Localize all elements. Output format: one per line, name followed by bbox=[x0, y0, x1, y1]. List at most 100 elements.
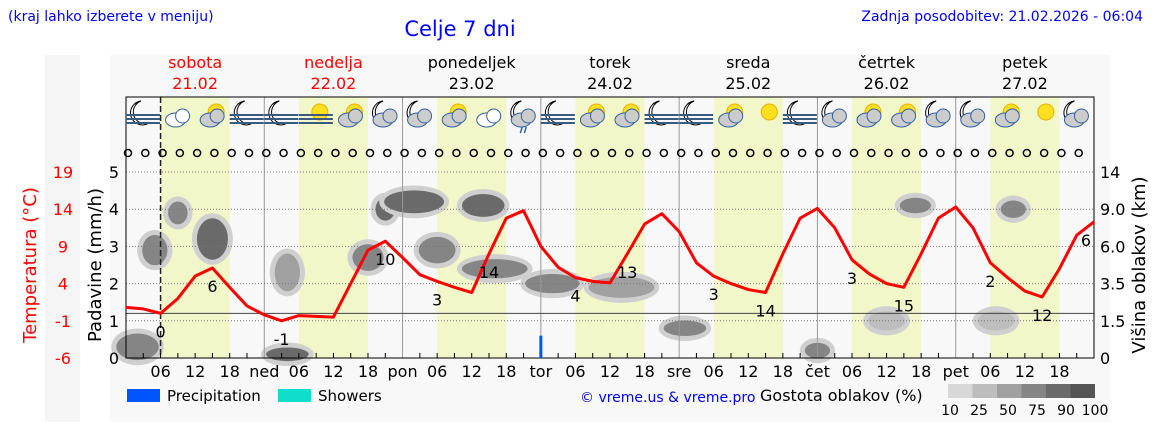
wind-calm-icon bbox=[590, 148, 599, 158]
temperature-extreme-label: -1 bbox=[274, 330, 290, 349]
cloud-density-area bbox=[142, 234, 168, 266]
sun-icon bbox=[1037, 103, 1055, 121]
hour-tick-label: 06 bbox=[289, 362, 309, 381]
precip-axis-tick: 0 bbox=[109, 349, 119, 368]
day-name: torek bbox=[589, 53, 631, 72]
moon-cloud-icon bbox=[1063, 100, 1089, 128]
density-swatch bbox=[997, 384, 1022, 398]
sun-icon bbox=[760, 103, 778, 121]
cloud-icon bbox=[486, 108, 502, 124]
temperature-extreme-label: 0 bbox=[155, 322, 165, 341]
sun-cloud-icon bbox=[337, 103, 363, 128]
location-hint[interactable]: (kraj lahko izberete v meniju) bbox=[8, 9, 214, 25]
temp-axis-tick: 9 bbox=[58, 237, 68, 256]
sun-cloud-icon bbox=[718, 103, 744, 128]
wind-calm-icon bbox=[607, 148, 617, 158]
wind-calm-icon bbox=[711, 148, 720, 158]
moon-rain-icon bbox=[510, 100, 536, 134]
temperature-extreme-label: 6 bbox=[207, 277, 217, 296]
wind-calm-icon bbox=[1022, 148, 1032, 158]
density-level-label: 75 bbox=[1028, 403, 1046, 419]
density-swatch bbox=[972, 384, 997, 398]
left-panel-bg bbox=[45, 55, 80, 422]
hour-tick-label: 12 bbox=[600, 362, 620, 381]
temperature-extreme-label: 4 bbox=[570, 287, 580, 306]
wind-calm-icon bbox=[988, 148, 997, 158]
day-short-label: pet bbox=[943, 362, 969, 381]
cloud-icon bbox=[382, 108, 398, 124]
wind-calm-icon bbox=[244, 148, 254, 158]
wind-calm-icon bbox=[1057, 148, 1066, 158]
cloud-height-axis-tick: 6.0 bbox=[1100, 237, 1125, 256]
copyright-link[interactable]: © vreme.us & vreme.pro bbox=[580, 390, 755, 406]
hour-tick-label: 12 bbox=[738, 362, 758, 381]
wind-calm-icon bbox=[469, 148, 478, 158]
wind-calm-icon bbox=[400, 148, 409, 158]
day-short-label: tor bbox=[530, 362, 553, 381]
hour-tick-label: 06 bbox=[980, 362, 1000, 381]
wind-calm-icon bbox=[123, 148, 133, 158]
chart-title: Celje 7 dni bbox=[404, 17, 515, 41]
precip-axis-tick: 2 bbox=[109, 275, 119, 294]
temp-axis-tick: 14 bbox=[53, 200, 73, 219]
moon-cloud-icon bbox=[925, 100, 951, 128]
cloud-icon bbox=[165, 108, 191, 128]
wind-calm-icon bbox=[901, 148, 911, 158]
temperature-extreme-label: 3 bbox=[709, 285, 719, 304]
cloud-height-axis-title: Višina oblakov (km) bbox=[1129, 176, 1150, 353]
cloud-icon bbox=[901, 108, 917, 124]
wind-calm-icon bbox=[815, 148, 824, 158]
cloud-icon bbox=[417, 108, 433, 124]
wind-row bbox=[123, 148, 1083, 158]
wind-calm-icon bbox=[832, 148, 841, 158]
cloud-icon bbox=[728, 108, 744, 124]
sun-icon bbox=[1037, 103, 1055, 121]
hour-tick-label: 18 bbox=[1049, 362, 1069, 381]
temperature-line bbox=[125, 205, 1095, 323]
wind-calm-icon bbox=[452, 148, 461, 158]
moon-cloud-icon bbox=[959, 100, 986, 128]
hour-tick-label: 18 bbox=[496, 362, 516, 381]
cloud-density-area bbox=[196, 218, 228, 260]
moon-cloud-icon bbox=[372, 100, 398, 128]
temperature-layer: 0 6 -1 10 3 14 4 13 3 14 3 15 2 12 6 bbox=[125, 205, 1095, 358]
wind-calm-icon bbox=[383, 148, 392, 158]
wind-calm-icon bbox=[555, 148, 565, 158]
hour-tick-label: 06 bbox=[842, 362, 862, 381]
cloud-density-area bbox=[868, 311, 905, 331]
wind-calm-icon bbox=[642, 148, 651, 158]
day-name: petek bbox=[1002, 53, 1048, 72]
cloud-density-layer bbox=[111, 185, 1031, 367]
cloud-density-area bbox=[168, 201, 188, 225]
cloud-height-axis-tick: 1.5 bbox=[1100, 312, 1125, 331]
showers-swatch bbox=[278, 389, 311, 402]
wind-calm-icon bbox=[313, 148, 323, 158]
daylight-bands bbox=[126, 97, 1094, 358]
hour-tick-label: 12 bbox=[323, 362, 343, 381]
wind-calm-icon bbox=[279, 148, 288, 158]
last-updated: Zadnja posodobitev: 21.02.2026 - 06:04 bbox=[861, 9, 1143, 25]
precipitation-swatch bbox=[127, 389, 160, 402]
day-date: 25.02 bbox=[725, 74, 771, 93]
moon-fog-icon bbox=[229, 100, 264, 126]
wind-calm-icon bbox=[728, 148, 738, 158]
sun-cloud-icon bbox=[199, 103, 225, 128]
day-date: 26.02 bbox=[864, 74, 910, 93]
temperature-extreme-label: 14 bbox=[479, 263, 499, 282]
wind-calm-icon bbox=[227, 148, 236, 158]
wind-calm-icon bbox=[1005, 148, 1014, 158]
wind-calm-icon bbox=[849, 148, 859, 158]
cloud-icon bbox=[1004, 108, 1020, 124]
hour-tick-label: 18 bbox=[220, 362, 240, 381]
cloud-icon bbox=[866, 108, 882, 124]
precip-axis-tick: 3 bbox=[109, 237, 119, 256]
day-date: 23.02 bbox=[449, 74, 495, 93]
cloud-density-area bbox=[461, 259, 528, 279]
precipitation-legend-label: Precipitation bbox=[167, 387, 261, 405]
density-swatch bbox=[1046, 384, 1071, 398]
hour-tick-label: 12 bbox=[462, 362, 482, 381]
cloud-icon bbox=[520, 108, 536, 124]
wind-calm-icon bbox=[504, 148, 513, 158]
